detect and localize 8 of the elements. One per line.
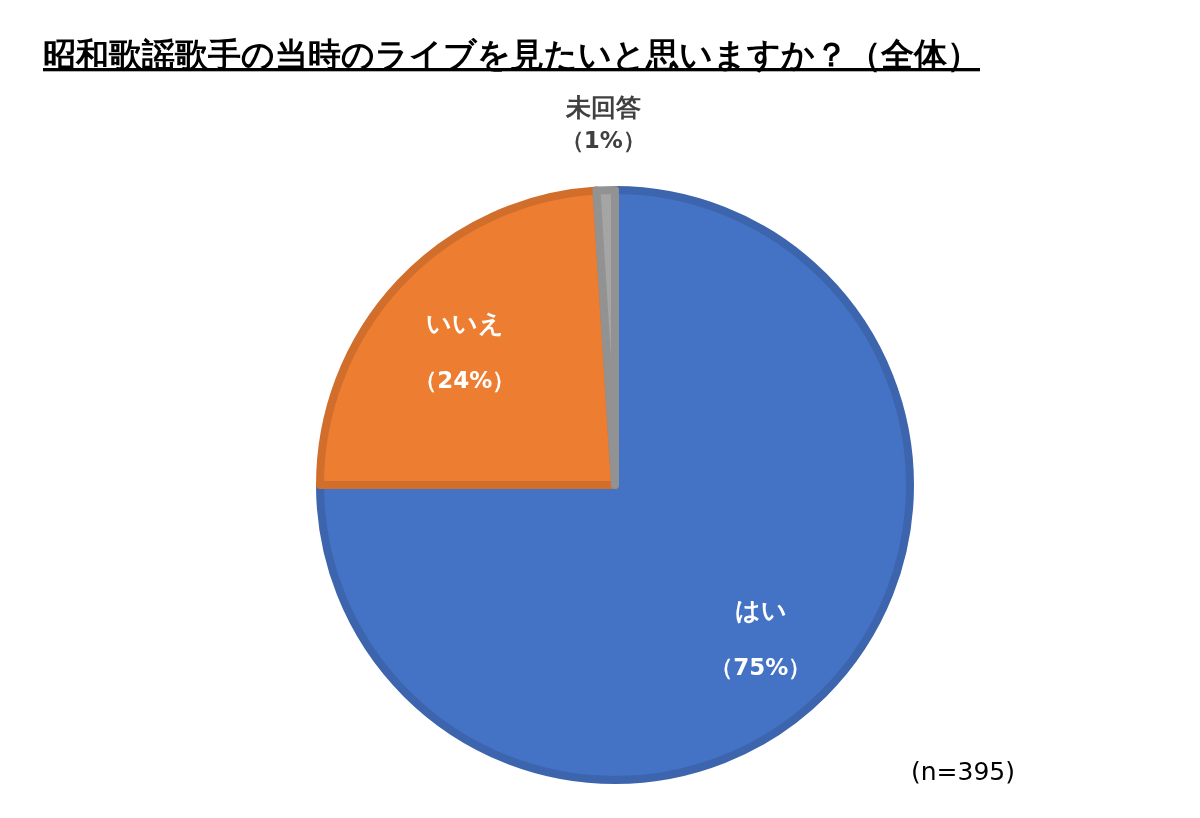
slice-label: 未回答 <box>564 92 641 122</box>
chart-title: 昭和歌謡歌手の当時のライブを見たいと思いますか？（全体） <box>43 35 980 74</box>
slice-label: いいえ <box>425 308 504 338</box>
slice-label: はい <box>734 595 787 625</box>
data-label: （75%） <box>710 653 812 680</box>
data-label: （1%） <box>560 126 646 153</box>
data-label: （24%） <box>414 366 516 393</box>
text: (n=395) <box>910 757 1016 786</box>
